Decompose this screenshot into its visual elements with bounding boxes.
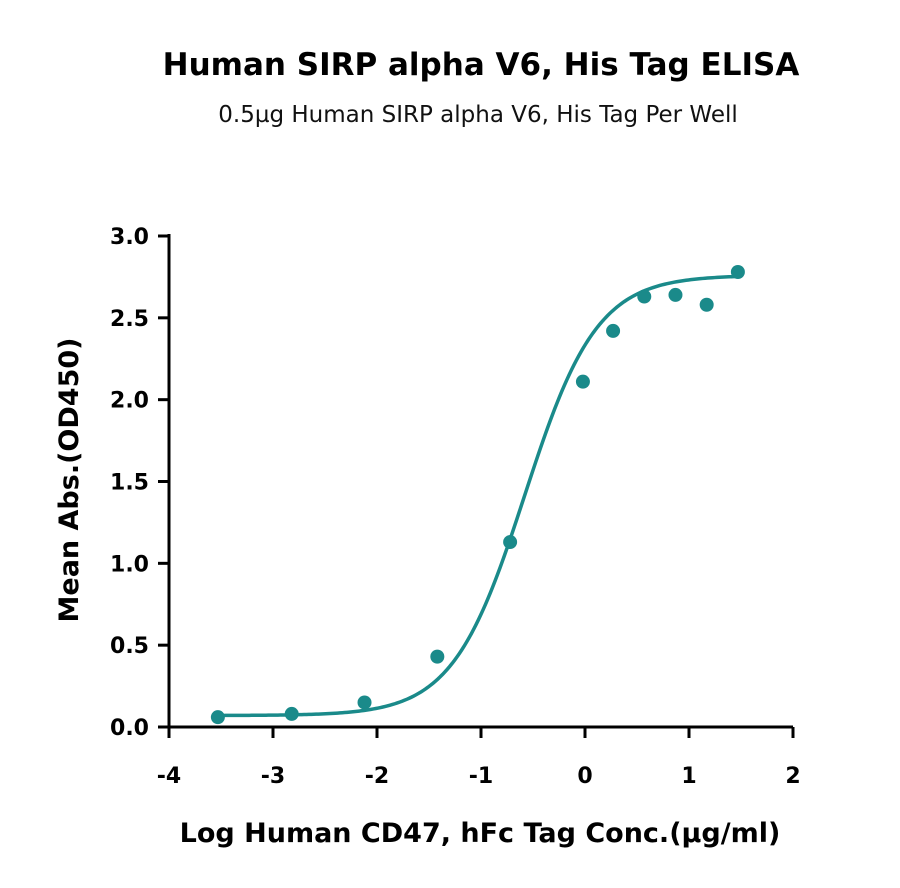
x-tick-label: 0 <box>577 764 592 789</box>
x-tick-label: -4 <box>157 764 181 789</box>
tick-labels: -4 -3 -2 -1 0 1 2 0.0 0.5 1.0 1.5 2.0 2.5 3.0 <box>110 225 801 789</box>
data-point <box>210 710 225 725</box>
chart-title: Human SIRP alpha V6, His Tag ELISA <box>163 47 800 83</box>
axes <box>167 234 793 729</box>
data-point <box>430 649 445 664</box>
y-axis-label: Mean Abs.(OD450) <box>54 338 85 623</box>
data-point <box>284 706 299 721</box>
y-tick-label: 1.5 <box>110 471 149 496</box>
y-tick-label: 0.0 <box>110 716 149 741</box>
data-point <box>606 323 621 338</box>
data-point <box>575 374 590 389</box>
data-point <box>357 695 372 710</box>
x-axis-label: Log Human CD47, hFc Tag Conc.(µg/ml) <box>180 818 781 849</box>
data-point <box>699 297 714 312</box>
x-tick-label: -2 <box>365 764 389 789</box>
data-point <box>668 287 683 302</box>
x-tick-label: 1 <box>681 764 696 789</box>
y-tick-label: 2.0 <box>110 389 149 414</box>
data-points <box>210 265 745 725</box>
data-point <box>503 535 518 550</box>
x-tick-label: -1 <box>469 764 493 789</box>
y-tick-label: 0.5 <box>110 634 149 659</box>
data-point <box>637 289 652 304</box>
ticks <box>158 234 795 738</box>
data-point <box>730 265 745 280</box>
fit-curve <box>215 274 742 718</box>
y-tick-label: 2.5 <box>110 307 149 332</box>
y-tick-label: 1.0 <box>110 552 149 577</box>
y-tick-label: 3.0 <box>110 225 149 250</box>
x-tick-label: -3 <box>261 764 285 789</box>
chart-subtitle: 0.5µg Human SIRP alpha V6, His Tag Per W… <box>218 102 738 128</box>
x-tick-label: 2 <box>785 764 800 789</box>
